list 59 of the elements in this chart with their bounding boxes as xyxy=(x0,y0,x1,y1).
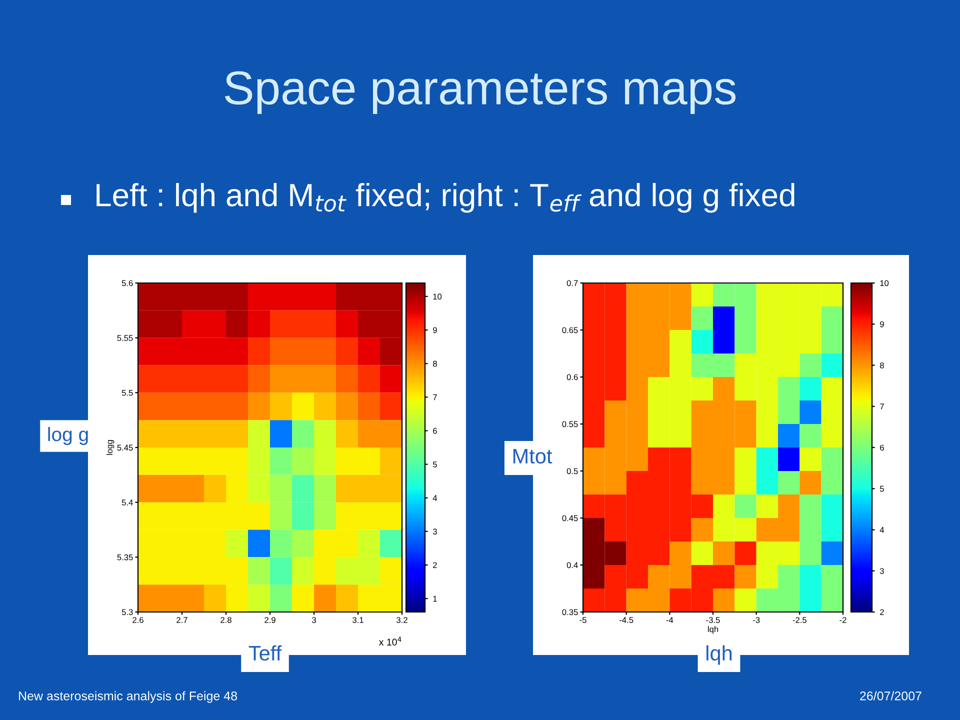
x-tick-label: -4 xyxy=(666,617,674,623)
color-bar-label: 4 xyxy=(432,495,438,501)
x-tick-label: 2.8 xyxy=(220,617,232,623)
x-tick-label: 2.6 xyxy=(132,617,144,623)
x-tick-label: -2 xyxy=(840,617,846,623)
color-bar-label: 6 xyxy=(880,444,884,451)
text: Teff xyxy=(248,645,282,661)
color-bar-label: 2 xyxy=(433,562,437,568)
text: New asteroseismic analysis of Feige 48 xyxy=(19,691,237,703)
color-bar-label: 2 xyxy=(880,609,884,616)
color-bar-label: 4 xyxy=(880,527,884,533)
color-bar-label: 1 xyxy=(433,596,437,602)
x-tick-label: -2.5 xyxy=(792,617,806,623)
x-axis-title: lqh xyxy=(708,626,718,634)
y-tick-label: 0.6 xyxy=(566,374,578,380)
y-tick-label: 0.7 xyxy=(566,280,578,286)
color-bar-label: 6 xyxy=(433,428,437,434)
x-tick-label: 3.2 xyxy=(396,617,408,623)
y-tick-label: 0.65 xyxy=(562,327,578,334)
color-bar-label: 7 xyxy=(880,404,884,410)
x-tick-label: -5 xyxy=(580,617,586,623)
chart-title: Space parameters maps xyxy=(224,71,736,114)
y-tick-label: 0.5 xyxy=(566,468,578,474)
y-tick-label: 5.3 xyxy=(122,609,133,616)
text: 26/07/2007 xyxy=(860,691,922,700)
chart-subtitle: Left : lqh and M$_{tot}$ fixed; right : T$_{eff}$ and log g fixed xyxy=(96,182,794,213)
color-bar-label: 5 xyxy=(880,486,884,492)
x-tick-label: 3 xyxy=(312,617,316,623)
y-tick-label: 5.35 xyxy=(117,554,133,560)
color-bar-label: 3 xyxy=(432,528,437,535)
y-axis-title: logg xyxy=(106,440,114,455)
y-tick-label: 0.45 xyxy=(562,515,578,522)
text: log g xyxy=(48,426,88,446)
color-bar-label: 8 xyxy=(880,362,884,368)
color-bar-label: 3 xyxy=(880,568,884,574)
text: lqh xyxy=(706,645,732,665)
y-tick-label: 5.4 xyxy=(122,500,133,506)
text: x 10$^{4}$ xyxy=(378,636,402,646)
x-tick-label: 2.9 xyxy=(264,617,276,623)
color-bar-label: 9 xyxy=(433,327,437,334)
y-tick-label: 5.45 xyxy=(117,444,133,451)
y-tick-label: 5.6 xyxy=(122,280,133,286)
x-tick-label: -3 xyxy=(753,617,760,623)
y-tick-label: 5.5 xyxy=(122,390,133,396)
color-bar-label: 8 xyxy=(433,360,437,367)
color-bar-label: 10 xyxy=(880,280,889,286)
color-bar-label: 7 xyxy=(433,394,437,400)
color-bar-label: 10 xyxy=(433,294,442,300)
y-tick-label: 5.55 xyxy=(117,335,133,341)
color-bar-label: 5 xyxy=(432,462,437,468)
x-tick-label: 2.7 xyxy=(176,617,188,623)
y-tick-label: 0.35 xyxy=(562,609,578,616)
x-tick-label: -4.5 xyxy=(620,617,634,623)
x-tick-label: 3.1 xyxy=(352,617,364,623)
y-tick-label: 0.4 xyxy=(566,562,578,568)
color-bar-label: 9 xyxy=(880,321,884,328)
x-tick-label: -3.5 xyxy=(706,617,720,623)
text: Mtot xyxy=(513,449,552,464)
y-tick-label: 0.55 xyxy=(562,421,578,428)
